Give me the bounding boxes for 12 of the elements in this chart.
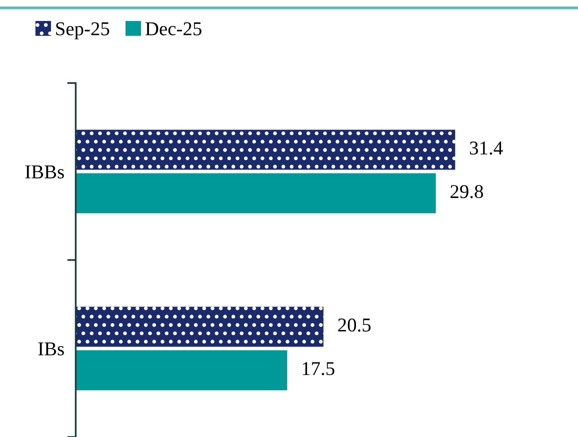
bar: [76, 306, 324, 347]
data-label: 17.5: [302, 362, 334, 376]
bar: [76, 173, 436, 214]
y-tick-label: IBs: [38, 342, 64, 356]
legend-label: Dec-25: [146, 22, 202, 36]
legend-label: Sep-25: [56, 22, 110, 40]
data-label: 29.8: [450, 185, 484, 198]
data-label: 20.5: [338, 318, 371, 332]
bar: [76, 130, 456, 170]
y-tick-label: IBBs: [25, 166, 64, 178]
data-label: 31.4: [470, 142, 503, 155]
bar: [76, 350, 288, 390]
